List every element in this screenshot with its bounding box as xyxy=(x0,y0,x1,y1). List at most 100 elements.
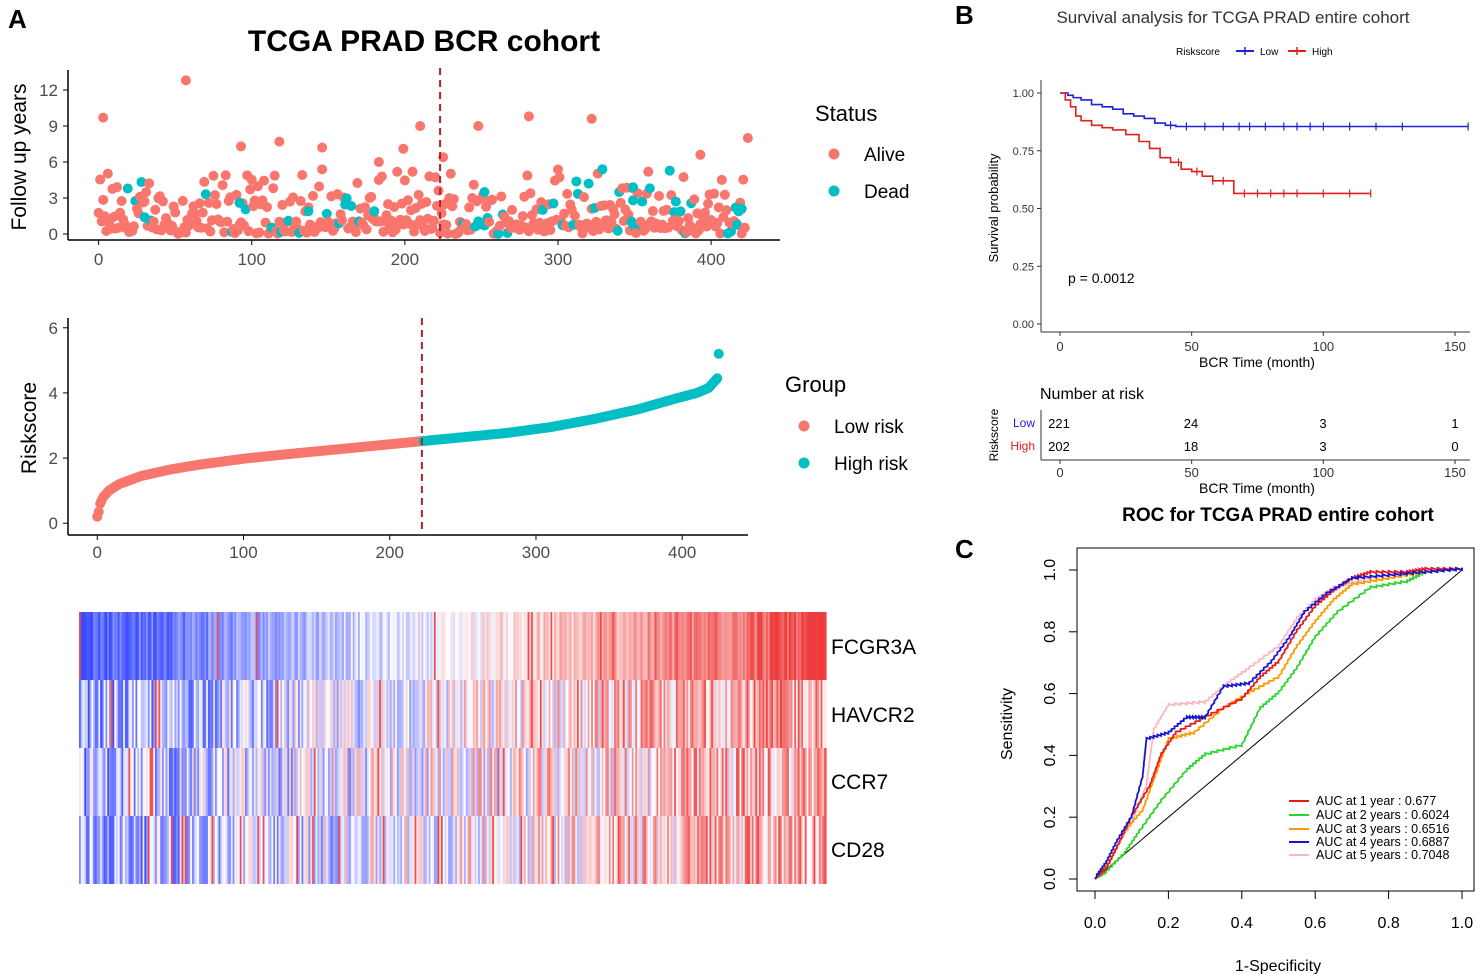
heatmap-cell xyxy=(455,816,458,884)
heatmap-cell xyxy=(116,816,119,884)
heatmap-cell xyxy=(299,816,303,884)
heatmap-cell xyxy=(329,680,333,748)
heatmap-cell xyxy=(419,680,423,748)
heatmap-cell xyxy=(237,612,241,680)
risk-high-150: 0 xyxy=(1451,439,1458,454)
heatmap-cell xyxy=(101,680,105,748)
heatmap-cell xyxy=(441,748,444,816)
heatmap-cell xyxy=(220,816,223,884)
heatmap-cell xyxy=(522,816,525,884)
status-point xyxy=(386,215,397,226)
heatmap-cell xyxy=(255,612,258,680)
heatmap-cell xyxy=(456,680,460,748)
heatmap-cell xyxy=(515,816,518,884)
roc-diagonal xyxy=(1094,569,1463,880)
heatmap-cell xyxy=(451,612,454,680)
status-point xyxy=(628,182,639,193)
heatmap-cell xyxy=(478,748,481,816)
heatmap-cell xyxy=(622,612,626,680)
heatmap-cell xyxy=(350,680,354,748)
status-x-tick-label: 400 xyxy=(697,250,725,269)
heatmap-cell xyxy=(114,612,117,680)
heatmap-cell xyxy=(335,748,338,816)
status-legend-title: Status xyxy=(815,101,877,126)
heatmap-cell xyxy=(476,816,479,884)
heatmap-cell xyxy=(675,680,679,748)
heatmap-cell xyxy=(140,748,144,816)
heatmap-cell xyxy=(599,612,603,680)
heatmap-cell xyxy=(720,612,723,680)
heatmap-cell xyxy=(400,680,403,748)
heatmap-cell xyxy=(587,612,590,680)
heatmap-cell xyxy=(451,816,454,884)
heatmap-cell xyxy=(501,816,504,884)
heatmap-cell xyxy=(508,816,511,884)
heatmap-cell xyxy=(455,680,458,748)
heatmap-cell xyxy=(550,612,553,680)
heatmap-cell xyxy=(472,612,476,680)
heatmap-cell xyxy=(624,612,628,680)
heatmap-cell xyxy=(458,612,462,680)
heatmap-cell xyxy=(723,816,726,884)
status-point xyxy=(523,111,534,122)
heatmap-cell xyxy=(356,612,359,680)
heatmap-cell xyxy=(681,680,684,748)
heatmap-cell xyxy=(707,612,711,680)
heatmap-cell xyxy=(774,816,778,884)
status-point xyxy=(448,194,459,205)
heatmap-cell xyxy=(172,816,175,884)
heatmap-cell xyxy=(306,612,310,680)
heatmap-cell xyxy=(638,612,642,680)
status-point xyxy=(637,196,648,207)
heatmap-cell xyxy=(668,748,672,816)
heatmap-cell xyxy=(720,680,723,748)
heatmap-cell xyxy=(811,748,815,816)
heatmap-cell xyxy=(206,680,209,748)
heatmap-cell xyxy=(725,680,728,748)
heatmap-cell xyxy=(804,816,808,884)
heatmap-cell xyxy=(695,680,698,748)
km-legend-low-label: Low xyxy=(1260,47,1279,58)
heatmap-cell xyxy=(810,680,813,748)
heatmap-cell xyxy=(513,680,516,748)
heatmap-cell xyxy=(384,612,387,680)
roc-y-tick-label: 0.2 xyxy=(1042,806,1059,828)
status-point xyxy=(579,192,590,203)
risk-row-high-label: High xyxy=(1010,439,1035,453)
heatmap-cell xyxy=(453,816,456,884)
status-point xyxy=(141,187,152,198)
heatmap-cell xyxy=(767,612,771,680)
heatmap-cell xyxy=(780,748,783,816)
heatmap-cell xyxy=(230,748,234,816)
heatmap-cell xyxy=(105,680,108,748)
heatmap-cell xyxy=(614,748,617,816)
heatmap-cell xyxy=(778,680,781,748)
heatmap-cell xyxy=(504,680,507,748)
status-y-tick-label: 9 xyxy=(49,117,58,136)
heatmap-cell xyxy=(795,612,799,680)
heatmap-cell xyxy=(705,680,709,748)
heatmap-cell xyxy=(439,612,442,680)
heatmap-cell xyxy=(732,680,735,748)
heatmap-cell xyxy=(702,748,705,816)
heatmap-cell xyxy=(787,816,790,884)
heatmap-cell xyxy=(712,748,716,816)
heatmap-cell xyxy=(382,680,386,748)
heatmap-cell xyxy=(324,680,327,748)
heatmap-cell xyxy=(91,612,94,680)
heatmap-cell xyxy=(467,612,470,680)
heatmap-cell xyxy=(160,816,163,884)
heatmap-cell xyxy=(532,816,536,884)
heatmap-cell xyxy=(705,748,709,816)
heatmap-cell xyxy=(668,816,672,884)
heatmap-cell xyxy=(698,612,702,680)
heatmap-cell xyxy=(494,612,497,680)
heatmap-cell xyxy=(384,748,387,816)
heatmap-cell xyxy=(635,612,638,680)
heatmap-cell xyxy=(84,748,87,816)
heatmap-cell xyxy=(94,748,98,816)
heatmap-cell xyxy=(534,680,537,748)
heatmap-cell xyxy=(142,680,145,748)
status-point xyxy=(277,199,288,210)
heatmap-cell xyxy=(225,748,228,816)
